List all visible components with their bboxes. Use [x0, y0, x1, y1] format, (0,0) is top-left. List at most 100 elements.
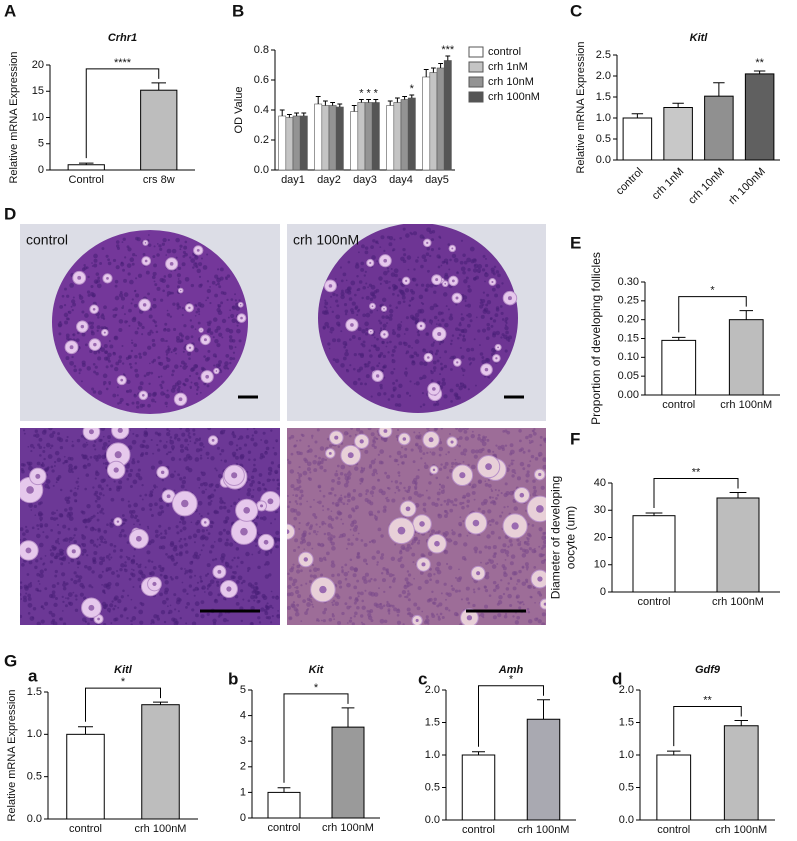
- cell: [62, 295, 65, 298]
- cell: [339, 512, 342, 515]
- cell: [211, 521, 214, 524]
- cell: [268, 467, 272, 471]
- cell: [452, 503, 455, 506]
- cell: [151, 494, 154, 497]
- cell: [135, 362, 137, 364]
- cell: [349, 606, 351, 608]
- cell: [92, 560, 95, 563]
- bar: [444, 61, 451, 171]
- cell: [209, 286, 211, 288]
- cell: [361, 478, 364, 481]
- cell: [517, 579, 521, 583]
- cell: [238, 498, 240, 500]
- cell: [85, 621, 87, 623]
- x-tick-label: control: [614, 166, 646, 198]
- cell: [131, 302, 133, 304]
- cell: [194, 383, 196, 385]
- cell: [455, 504, 457, 506]
- cell: [439, 357, 441, 359]
- cell: [252, 591, 255, 594]
- cell: [365, 246, 369, 250]
- cell: [84, 313, 89, 318]
- cell: [28, 597, 32, 601]
- cell: [33, 607, 36, 610]
- cell: [460, 329, 464, 333]
- cell: [153, 359, 156, 362]
- cell: [389, 341, 392, 344]
- cell: [251, 495, 254, 498]
- cell: [166, 406, 168, 408]
- cell: [433, 366, 437, 370]
- cell: [158, 362, 161, 365]
- cell: [420, 406, 422, 408]
- y-tick-label: 1.5: [596, 91, 611, 103]
- oocyte-nucleus: [267, 498, 273, 504]
- cell: [54, 575, 57, 578]
- cell: [195, 457, 200, 462]
- cell: [448, 308, 450, 310]
- cell: [170, 541, 174, 545]
- oocyte-nucleus: [197, 249, 200, 252]
- cell: [358, 493, 362, 497]
- error-bar: [667, 751, 681, 755]
- cell: [444, 514, 448, 518]
- oocyte-nucleus: [104, 332, 106, 334]
- cell: [435, 567, 440, 572]
- cell: [98, 439, 102, 443]
- cell: [465, 305, 467, 307]
- oocyte-nucleus: [511, 522, 518, 529]
- oocyte-nucleus: [180, 290, 181, 291]
- cell: [331, 479, 335, 483]
- cell: [347, 622, 349, 624]
- cell: [143, 433, 148, 438]
- cell: [255, 591, 260, 596]
- cell: [385, 569, 388, 572]
- cell: [103, 442, 108, 447]
- cell: [198, 311, 200, 313]
- cell: [443, 292, 448, 297]
- cell: [152, 275, 156, 279]
- cell: [408, 573, 411, 576]
- cell: [505, 444, 507, 446]
- oocyte-nucleus: [145, 242, 147, 244]
- cell: [66, 337, 69, 340]
- cell: [464, 261, 468, 265]
- cell: [45, 555, 47, 557]
- cell: [167, 294, 169, 296]
- cell: [464, 300, 466, 302]
- cell: [207, 563, 211, 567]
- cell: [191, 521, 193, 523]
- panel-label: a: [28, 666, 38, 685]
- cell: [221, 459, 223, 461]
- cell: [114, 605, 116, 607]
- cell: [445, 607, 449, 611]
- cell: [198, 313, 200, 315]
- cell: [240, 589, 243, 592]
- cell: [294, 587, 296, 589]
- cell: [522, 467, 525, 470]
- error-bar: [301, 113, 306, 116]
- cell: [416, 381, 420, 385]
- cell: [403, 487, 405, 489]
- cell: [39, 454, 42, 457]
- cell: [422, 349, 426, 353]
- cell: [275, 531, 279, 535]
- oocyte-nucleus: [456, 297, 459, 300]
- cell: [330, 327, 335, 332]
- cell: [356, 275, 358, 277]
- chart-title: Gdf9: [695, 664, 721, 676]
- cell: [46, 479, 51, 484]
- cell: [155, 431, 158, 434]
- cell: [223, 597, 226, 600]
- cell: [423, 508, 426, 511]
- cell: [363, 341, 366, 344]
- cell: [520, 447, 524, 451]
- cell: [144, 494, 147, 497]
- cell: [50, 517, 53, 520]
- cell: [540, 554, 544, 558]
- cell: [277, 610, 279, 612]
- cell: [128, 500, 130, 502]
- cell: [404, 333, 406, 335]
- cell: [394, 492, 396, 494]
- cell: [182, 383, 185, 386]
